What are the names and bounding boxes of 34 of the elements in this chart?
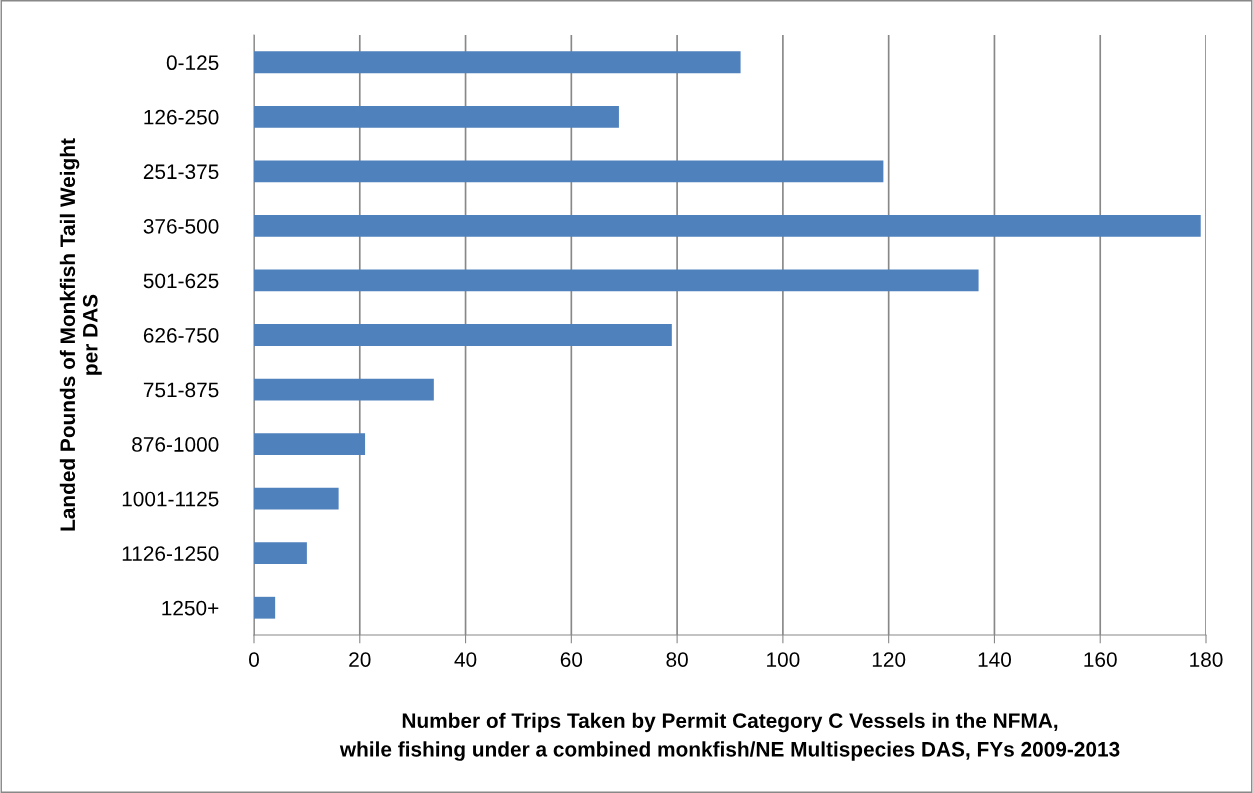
bar bbox=[254, 433, 366, 455]
y-tick-label: 251-375 bbox=[143, 164, 219, 180]
bar bbox=[254, 542, 307, 565]
bar bbox=[254, 378, 434, 401]
bar bbox=[254, 324, 672, 346]
y-tick-label: 126-250 bbox=[144, 109, 219, 125]
x-tick-label: 0 bbox=[249, 652, 259, 667]
y-tick-label: 0-125 bbox=[166, 55, 219, 71]
x-axis-title: Number of Trips Taken by Permit Category C Vessels in the NFMA, while fishing under a combined monkfish/NE Multispecies DAS, FYs 2009-2013 bbox=[339, 712, 1120, 761]
bar bbox=[254, 215, 1201, 237]
x-tick-label: 80 bbox=[666, 652, 688, 667]
bar bbox=[254, 487, 339, 510]
bar bbox=[254, 269, 979, 292]
x-tick-label: 140 bbox=[978, 652, 1012, 667]
y-axis-title: Landed Pounds of Monkfish Tail Weight per DAS bbox=[59, 138, 102, 531]
bar bbox=[254, 105, 619, 128]
y-tick-label: 1001-1125 bbox=[122, 491, 219, 507]
y-tick-label: 751-875 bbox=[143, 382, 219, 398]
y-tick-label: 626-750 bbox=[143, 328, 219, 343]
x-tick-label: 100 bbox=[767, 652, 800, 667]
x-tick-label: 160 bbox=[1084, 652, 1117, 667]
bar bbox=[254, 51, 741, 74]
bar bbox=[254, 596, 276, 619]
bar bbox=[254, 160, 884, 183]
y-tick-label: 1250+ bbox=[162, 600, 219, 616]
x-tick-label: 120 bbox=[872, 652, 906, 667]
x-tick-label: 180 bbox=[1190, 652, 1223, 667]
y-tick-label: 1126-1250 bbox=[122, 546, 219, 561]
x-tick-label: 20 bbox=[349, 652, 371, 667]
x-tick-label: 60 bbox=[560, 652, 583, 667]
y-tick-label: 376-500 bbox=[143, 218, 219, 234]
y-tick-label: 501-625 bbox=[143, 273, 219, 289]
y-tick-label: 876-1000 bbox=[132, 437, 219, 452]
x-tick-label: 40 bbox=[454, 652, 477, 667]
